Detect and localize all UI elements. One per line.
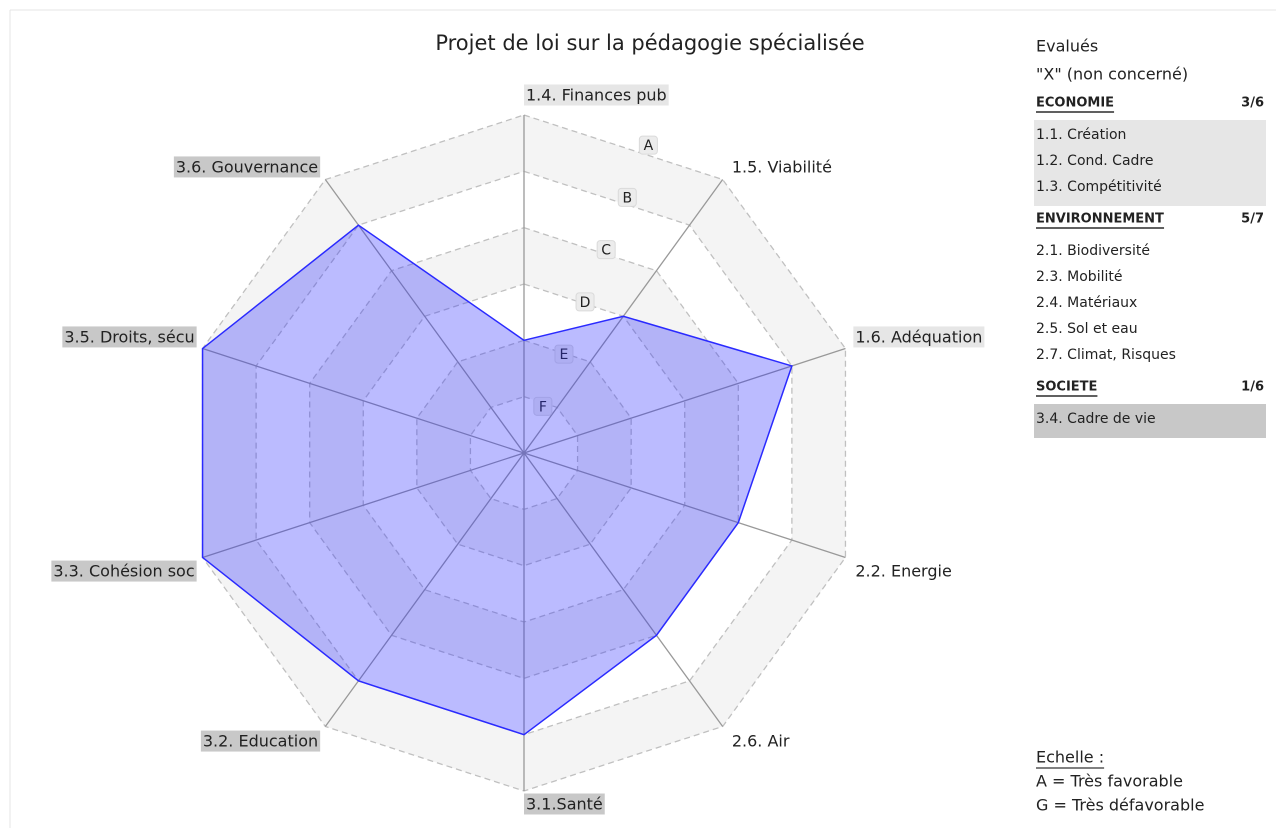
group-item: 2.1. Biodiversité	[1036, 243, 1150, 259]
r-tick-label: F	[539, 399, 547, 415]
tick-label-bg	[617, 187, 637, 207]
r-tick-label: A	[644, 138, 654, 154]
axis-label-bg	[51, 560, 197, 582]
axis-label-bg	[524, 84, 669, 106]
axis-line	[523, 452, 846, 559]
group-item: 2.5. Sol et eau	[1036, 321, 1138, 337]
axis-label-bg	[62, 326, 197, 348]
group-score: 1/6	[1241, 380, 1264, 395]
axis-label-bg	[524, 793, 605, 815]
group-item: 1.3. Compétitivité	[1036, 179, 1162, 195]
panel-subtitle: "X" (non concerné)	[1036, 65, 1188, 84]
axis-line	[202, 347, 525, 454]
tick-label-bg	[575, 292, 595, 312]
axis-label-bg	[853, 326, 985, 348]
axis-label: 1.5. Viabilité	[732, 157, 832, 176]
group-name: SOCIETE	[1036, 380, 1097, 395]
scale-line: G = Très défavorable	[1036, 796, 1204, 815]
group-score: 3/6	[1241, 96, 1264, 111]
tick-label-bg	[554, 344, 574, 364]
group-name: ENVIRONNEMENT	[1036, 212, 1164, 227]
group-item: 2.4. Matériaux	[1036, 295, 1137, 311]
panel-title: Evalués	[1036, 37, 1098, 56]
scale-title: Echelle :	[1036, 748, 1104, 767]
axis-label-bg	[200, 730, 321, 752]
axis-line	[523, 452, 724, 727]
axis-line	[202, 452, 525, 559]
r-tick-label: C	[601, 243, 611, 259]
group-bg	[1034, 404, 1266, 438]
axis-label: 1.6. Adéquation	[855, 327, 982, 346]
axis-label: 1.4. Finances pub	[526, 86, 667, 105]
axis-label: 2.2. Energie	[855, 562, 951, 581]
r-tick-label: D	[580, 295, 591, 311]
scale-line: A = Très favorable	[1036, 772, 1183, 791]
axis-label: 3.1.Santé	[526, 795, 603, 814]
group-score: 5/7	[1241, 212, 1264, 227]
axis-label-bg	[173, 156, 321, 178]
group-item: 2.7. Climat, Risques	[1036, 347, 1176, 363]
tick-label-bg	[533, 396, 553, 416]
group-bg	[1034, 120, 1266, 206]
axis-label: 3.5. Droits, sécu	[64, 327, 194, 346]
tick-label-bg	[596, 240, 616, 260]
group-item: 1.2. Cond. Cadre	[1036, 153, 1153, 169]
axis-label: 3.6. Gouvernance	[176, 157, 318, 176]
grid-ring	[416, 339, 632, 567]
group-item: 1.1. Création	[1036, 127, 1126, 143]
group-item: 3.4. Cadre de vie	[1036, 411, 1156, 427]
r-tick-label: B	[622, 190, 632, 206]
chart-title: Projet de loi sur la pédagogie spécialis…	[435, 31, 864, 55]
radar-area	[201, 224, 793, 736]
axis-label: 2.6. Air	[732, 732, 790, 751]
group-name: ECONOMIE	[1036, 96, 1114, 111]
tick-label-bg	[638, 135, 658, 155]
grid-ring	[309, 226, 739, 680]
axis-label: 3.2. Education	[203, 732, 318, 751]
group-item: 2.3. Mobilité	[1036, 269, 1122, 285]
r-tick-label: E	[560, 347, 569, 363]
axis-label: 3.3. Cohésion soc	[53, 562, 194, 581]
